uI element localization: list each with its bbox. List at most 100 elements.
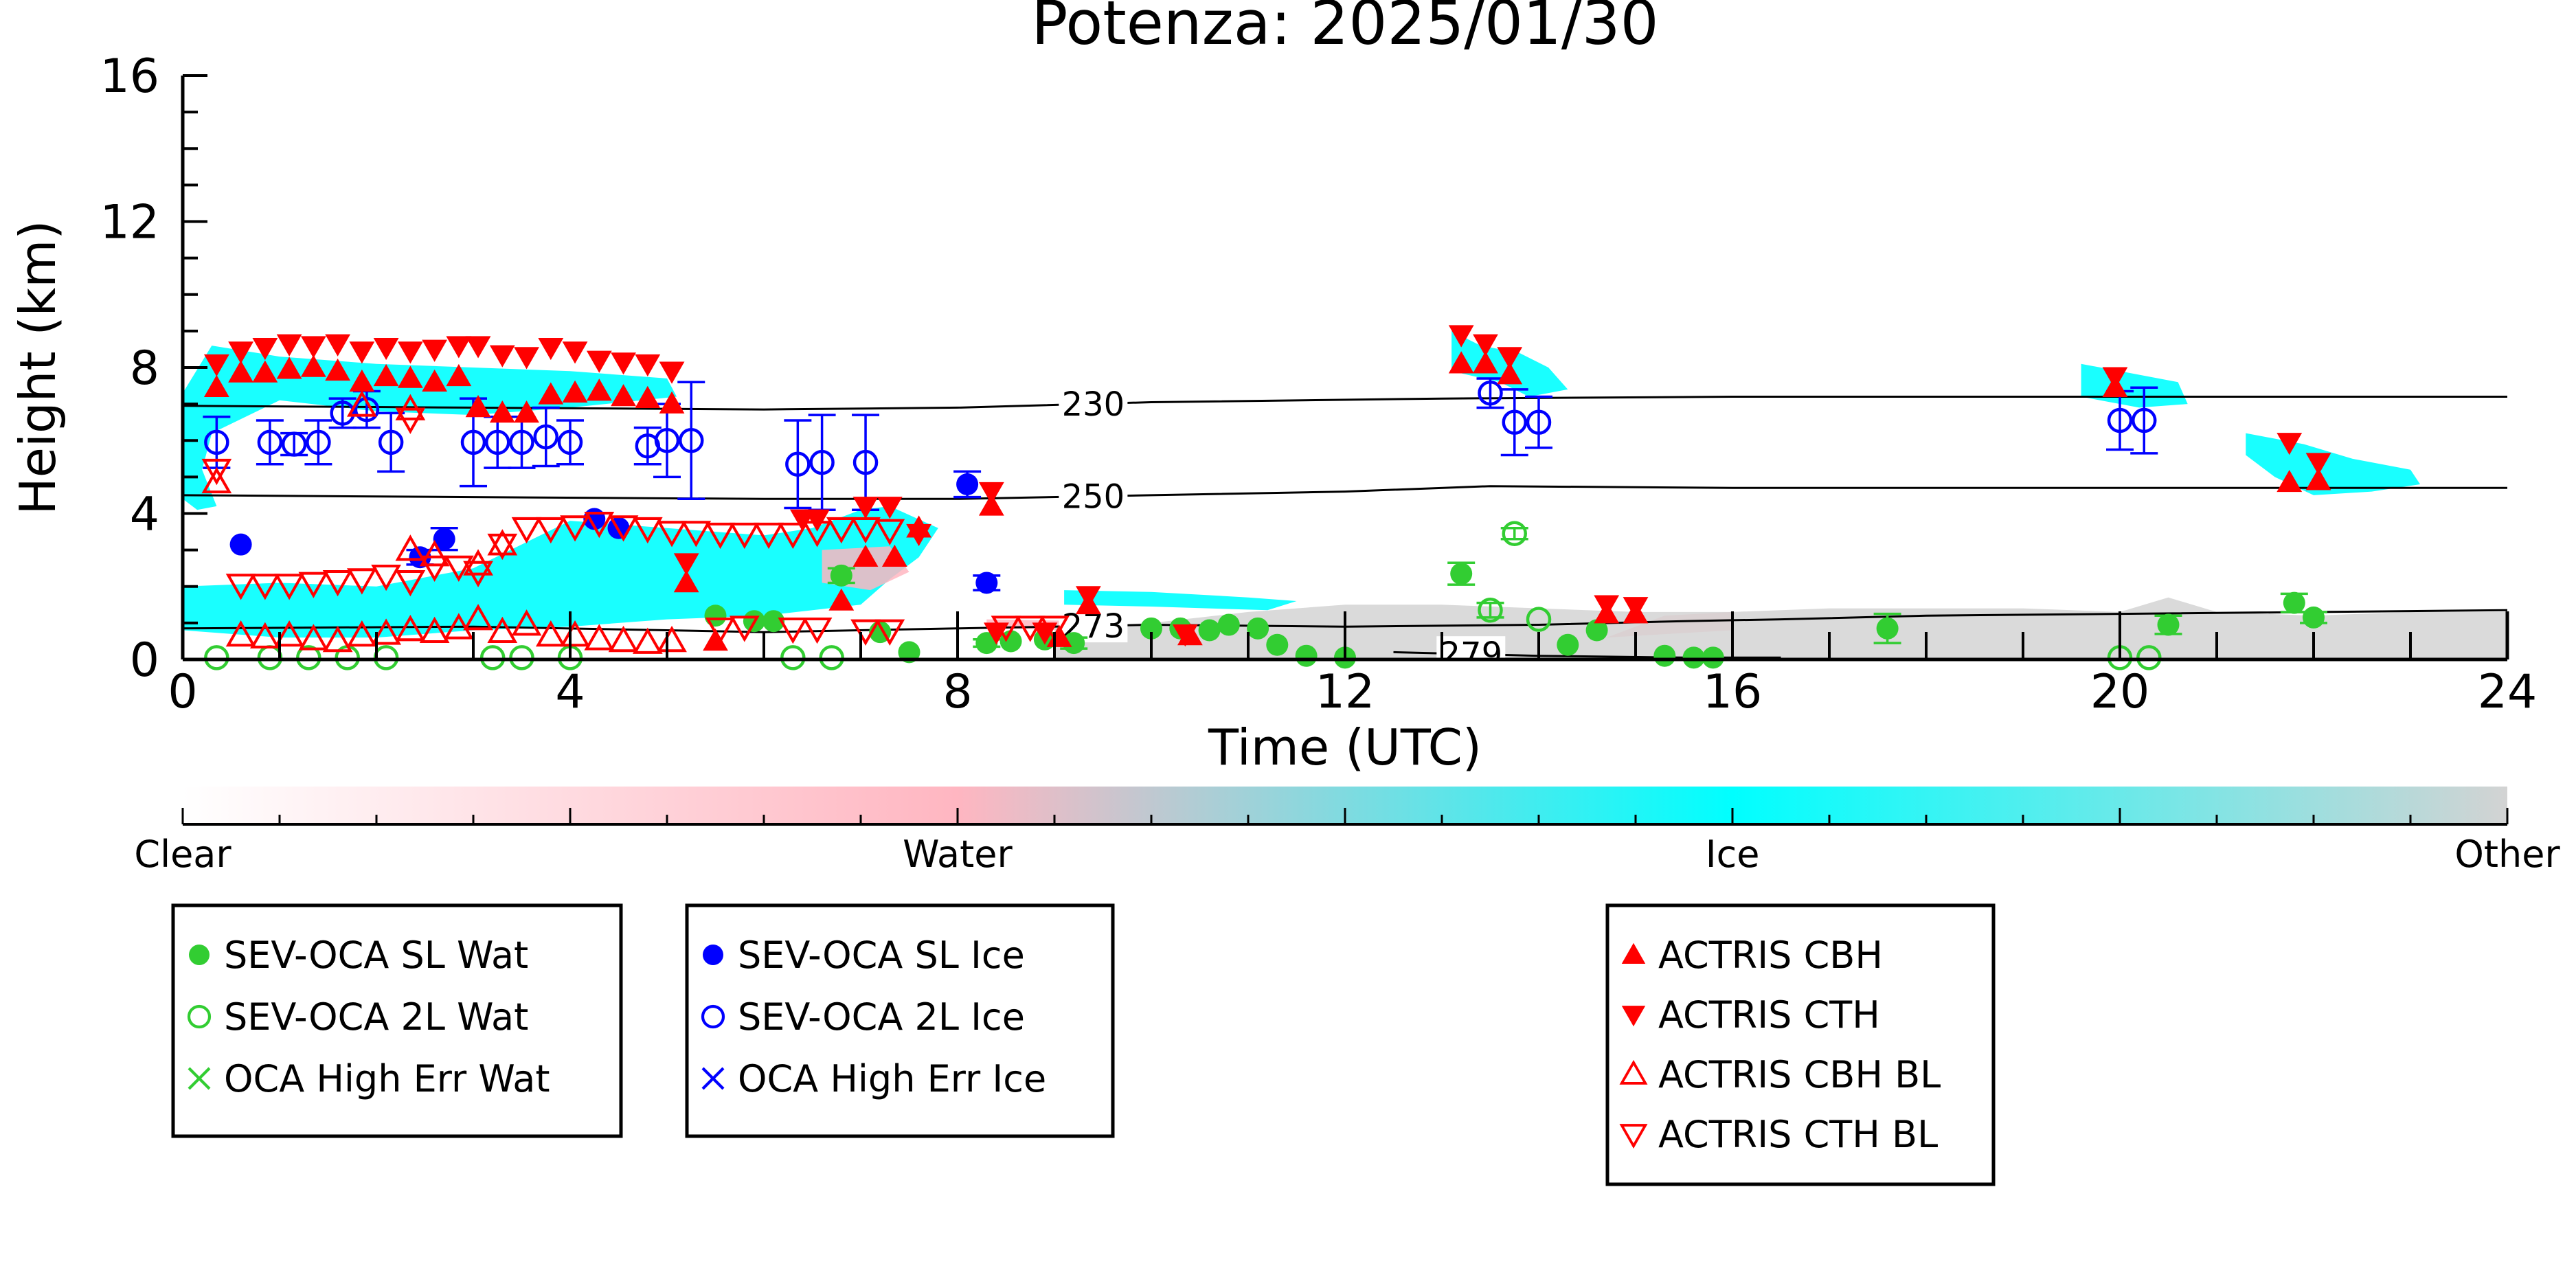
data-point xyxy=(306,429,331,455)
data-point xyxy=(274,620,304,647)
data-point xyxy=(562,380,588,403)
data-point xyxy=(877,497,903,519)
cloud-patch-ice xyxy=(183,346,677,510)
data-point xyxy=(296,645,321,670)
data-point xyxy=(538,382,564,405)
data-point xyxy=(371,564,401,591)
colorbar-label-other: Other xyxy=(2454,833,2560,876)
legend-box-2: SEV-OCA SL Ice SEV-OCA 2L Ice OCA High Err… xyxy=(685,903,1115,1138)
data-point xyxy=(1557,633,1579,656)
legend-label: SEV-OCA 2L Ice xyxy=(738,995,1025,1039)
series-sev-oca-sl-wat xyxy=(704,561,2327,669)
data-point xyxy=(487,529,518,556)
data-point xyxy=(489,345,515,368)
legend-marker xyxy=(189,945,210,965)
data-point xyxy=(560,515,590,542)
data-point xyxy=(673,553,699,576)
data-point xyxy=(460,429,486,455)
data-point xyxy=(852,544,879,567)
data-point xyxy=(249,622,280,648)
data-point xyxy=(509,645,534,670)
data-point xyxy=(325,358,350,381)
data-point xyxy=(378,429,404,455)
data-point xyxy=(274,574,304,600)
data-point xyxy=(252,360,278,383)
y-axis-label: Height (km) xyxy=(9,221,67,515)
data-point xyxy=(2102,367,2128,389)
cloud-patch-ice xyxy=(1064,590,1297,611)
error-bar xyxy=(784,419,812,510)
data-point xyxy=(276,334,302,357)
data-point xyxy=(346,568,377,595)
data-point xyxy=(729,522,760,550)
data-point xyxy=(354,396,380,422)
data-point xyxy=(874,519,905,545)
data-point xyxy=(2157,613,2180,636)
data-point xyxy=(654,428,680,453)
data-point xyxy=(1876,617,1899,640)
legend-frame xyxy=(171,903,623,1138)
x-tick-label: 20 xyxy=(2090,665,2150,719)
data-point xyxy=(1585,619,1608,642)
data-point xyxy=(2283,591,2305,614)
data-point xyxy=(1172,624,1198,647)
data-point xyxy=(586,379,612,401)
data-point xyxy=(419,540,450,567)
data-point xyxy=(419,616,450,643)
data-point xyxy=(1046,624,1072,647)
data-point xyxy=(349,369,375,392)
data-point xyxy=(229,533,252,556)
data-point xyxy=(322,625,353,653)
data-point xyxy=(373,645,399,670)
data-point xyxy=(906,523,931,547)
legend-label: OCA High Err Ice xyxy=(738,1057,1046,1100)
colorbar-labels: Clear Water Ice Other xyxy=(134,833,2560,876)
data-point xyxy=(1266,633,1289,656)
data-point xyxy=(1653,644,1676,667)
legend-marker xyxy=(187,1004,212,1029)
data-point xyxy=(463,561,493,587)
data-point xyxy=(1473,334,1498,357)
data-point xyxy=(681,521,712,547)
data-point xyxy=(1075,586,1101,609)
data-point xyxy=(298,572,329,598)
marker-layer xyxy=(201,325,2331,670)
data-point xyxy=(611,352,636,375)
colorbar-label-ice: Ice xyxy=(1706,833,1760,876)
data-point xyxy=(1478,598,1503,623)
legend-marker xyxy=(701,1004,725,1029)
data-point xyxy=(611,384,636,407)
data-point xyxy=(802,618,833,644)
data-point xyxy=(804,509,830,532)
isotherm-label: 279 xyxy=(1439,635,1502,674)
colorbar-label-clear: Clear xyxy=(134,833,231,876)
legend-box-3: ACTRIS CBH ACTRIS CTH ACTRIS CBH BL ACTRIS … xyxy=(1605,903,1996,1186)
data-point xyxy=(1478,380,1503,406)
data-point xyxy=(300,336,326,359)
legend-label: ACTRIS CTH xyxy=(1658,993,1880,1037)
y-tick-label: 0 xyxy=(130,633,159,688)
data-point xyxy=(1502,521,1527,546)
data-point xyxy=(422,369,447,392)
data-point xyxy=(850,619,881,646)
data-point xyxy=(511,517,542,544)
data-point xyxy=(422,339,447,362)
data-point xyxy=(479,645,506,670)
data-point xyxy=(252,337,278,361)
x-axis-label: Time (UTC) xyxy=(1208,719,1482,776)
data-point xyxy=(850,517,881,544)
isotherm-label: 230 xyxy=(1062,385,1125,424)
data-point xyxy=(586,350,612,373)
data-point xyxy=(1497,347,1523,370)
data-point xyxy=(1015,615,1046,642)
data-point xyxy=(991,615,1021,642)
data-point xyxy=(249,574,280,600)
data-point xyxy=(325,334,350,357)
data-point xyxy=(298,624,329,651)
data-point xyxy=(346,390,377,417)
data-point xyxy=(1039,615,1070,642)
data-point xyxy=(657,625,687,653)
data-point xyxy=(225,620,256,647)
